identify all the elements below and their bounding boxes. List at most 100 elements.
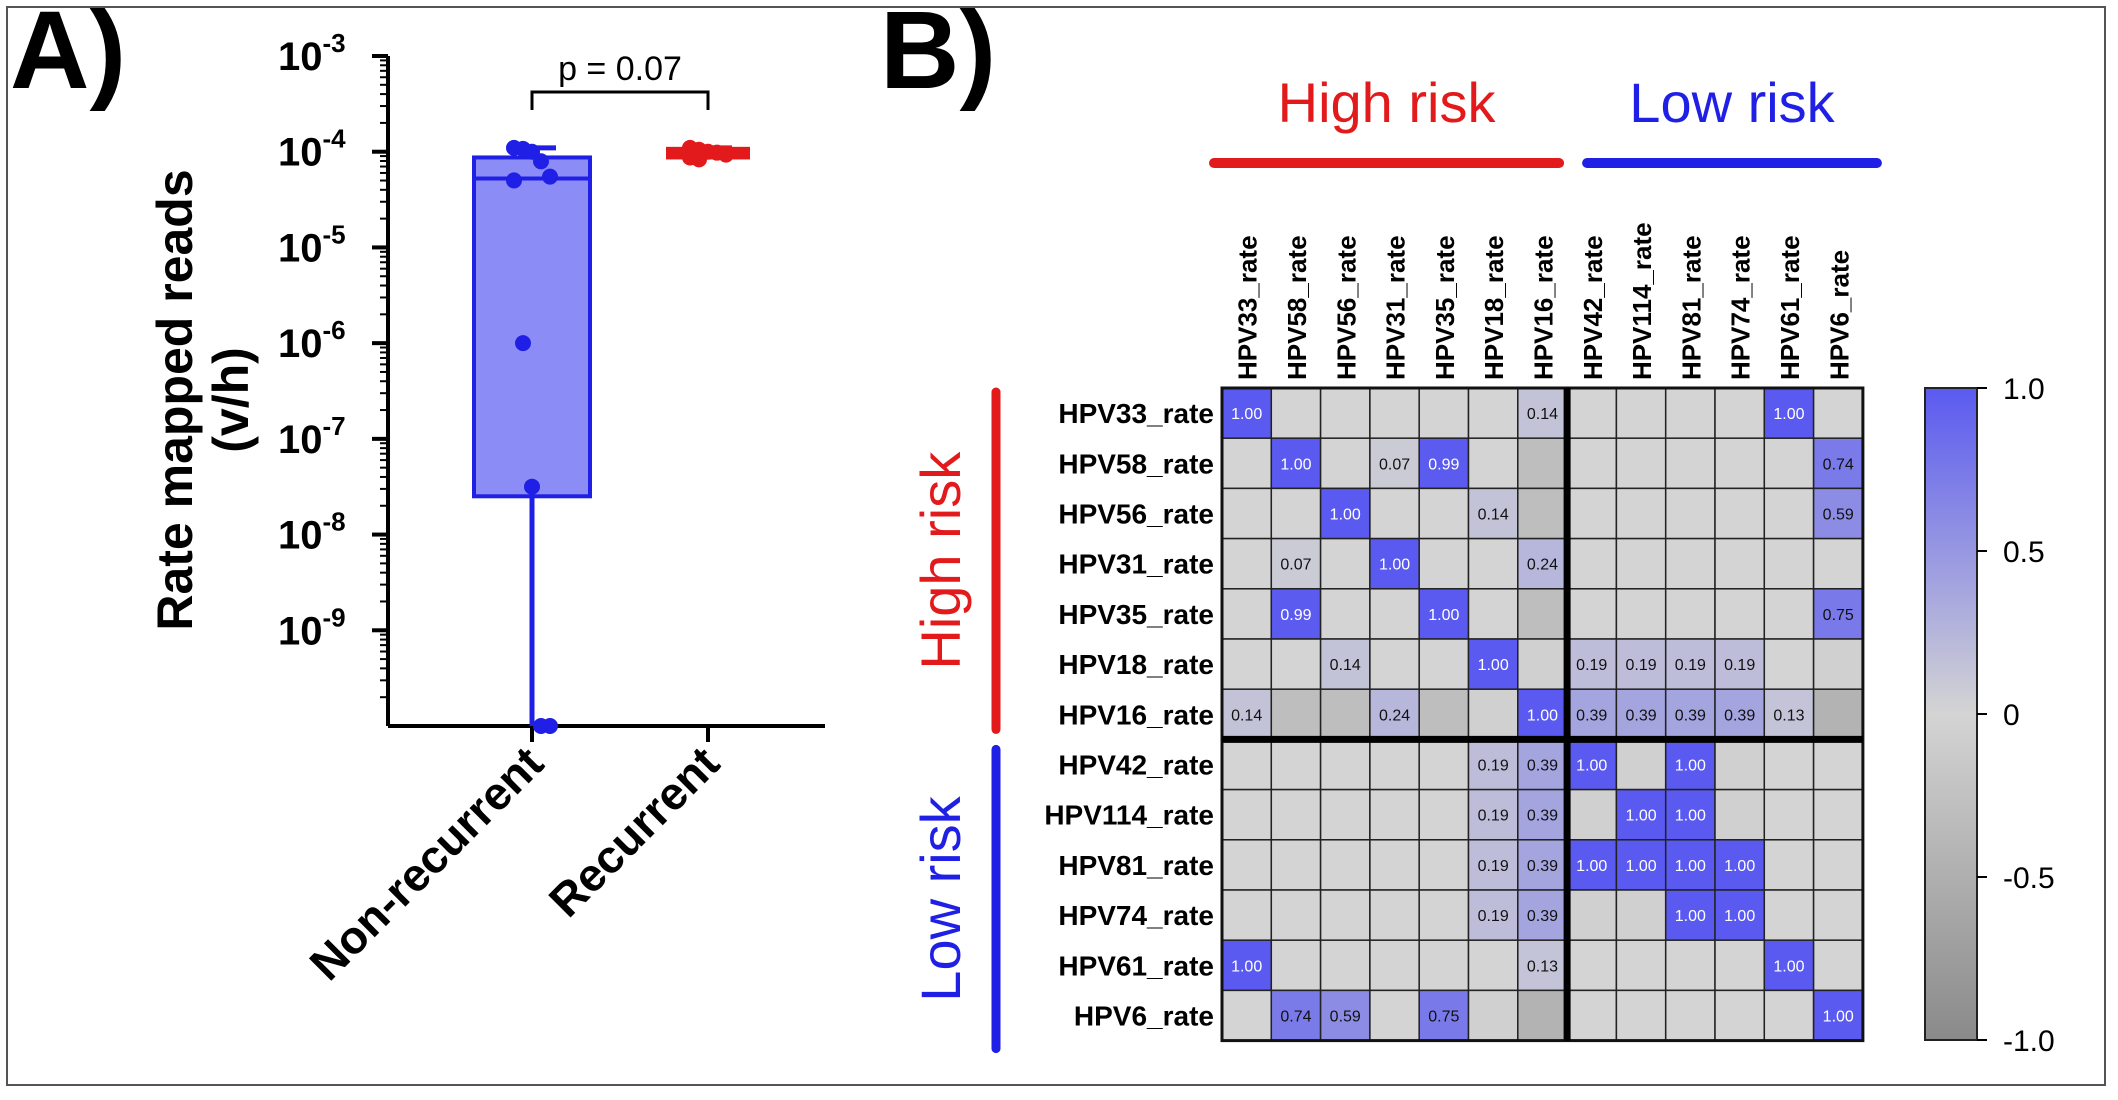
heatmap-cell [1467,588,1519,640]
cell-value-label: 1.00 [1428,607,1459,624]
heatmap-cell [1517,788,1568,841]
figure-frame [6,6,2106,1086]
heatmap-cell [1615,839,1667,891]
cell-value-label: 1.00 [1576,758,1607,775]
heatmap-cell [1714,588,1766,640]
heatmap-cell [1615,387,1667,439]
heatmap-cell [1319,839,1371,891]
heatmap-cell [1270,537,1322,590]
heatmap-cell [1369,588,1420,640]
heatmap-cell [1664,939,1716,992]
heatmap-cell [1714,989,1766,1042]
data-point [542,718,558,734]
colorbar-tick-label: 1.0 [2003,373,2045,406]
data-point [515,335,531,352]
column-label: HPV6_rate [1824,250,1854,380]
cell-value-label: 0.39 [1527,908,1558,925]
heatmap-cell [1517,487,1568,540]
heatmap-cell [1714,537,1766,590]
column-label: HPV61_rate [1775,235,1805,380]
heatmap-cell [1714,738,1766,791]
heatmap-cell [1763,638,1815,690]
column-label: HPV35_rate [1430,235,1460,380]
heatmap-cell [1664,638,1716,690]
colorbar-tick-label: -0.5 [2003,862,2055,895]
row-label: HPV31_rate [1058,549,1214,580]
heatmap-cell [1566,537,1618,590]
y-tick-label: 10-8 [278,507,346,558]
heatmap-cell [1418,788,1470,841]
x-category-label: Recurrent [539,736,729,926]
heatmap-cell [1763,738,1815,791]
box-plots [472,139,750,734]
heatmap-cell [1221,537,1273,590]
column-label: HPV58_rate [1282,235,1312,380]
heatmap-cell [1566,688,1618,741]
heatmap-cell [1664,688,1716,741]
heatmap-cell [1319,437,1371,490]
heatmap-cell [1369,889,1420,941]
cell-value-label: 0.07 [1280,557,1311,574]
heatmap-cell [1369,387,1420,439]
column-label: HPV18_rate [1479,235,1509,380]
heatmap-cell [1763,889,1815,941]
heatmap-cell [1467,537,1519,590]
heatmap-cell [1319,788,1371,841]
column-label: HPV33_rate [1233,235,1263,380]
y-tick-label: 10-6 [278,315,346,366]
panel-a: A) Rate mapped reads (v/h) 10-310-410-51… [10,0,825,990]
heatmap-cell [1270,387,1322,439]
row-label: HPV74_rate [1058,900,1214,931]
heatmap-cell [1221,788,1273,841]
heatmap-cell [1812,839,1864,891]
heatmap-cell [1369,939,1420,992]
cell-value-label: 0.19 [1675,657,1706,674]
cell-value-label: 1.00 [1675,758,1706,775]
cell-value-label: 0.07 [1379,456,1410,473]
row-label: HPV18_rate [1058,649,1214,680]
column-label: HPV56_rate [1331,235,1361,380]
heatmap-cell [1566,437,1618,490]
cell-value-label: 0.14 [1527,406,1558,423]
heatmap-cell [1418,487,1470,540]
heatmap-cell [1664,487,1716,540]
heatmap-cell [1418,688,1470,741]
heatmap-cell [1418,437,1470,490]
cell-value-label: 0.24 [1527,557,1558,574]
top-group-label: Low risk [1629,71,1835,134]
top-risk-groups: High risk Low risk [1209,71,1882,168]
heatmap-cell [1270,889,1322,941]
heatmap-cell [1369,839,1420,891]
heatmap-cell [1270,487,1322,540]
heatmap-cell [1319,939,1371,992]
cell-value-label: 1.00 [1231,958,1262,975]
cell-value-label: 0.19 [1724,657,1755,674]
row-label: HPV56_rate [1058,499,1214,530]
row-label: HPV42_rate [1058,750,1214,781]
data-point [533,153,549,170]
heatmap-cell [1714,788,1766,841]
heatmap-cell [1763,788,1815,841]
cell-value-label: 1.00 [1773,958,1804,975]
heatmap-cell [1714,387,1766,439]
significance-bracket: p = 0.07 [530,50,710,110]
cell-value-label: 1.00 [1625,808,1656,825]
heatmap-cell [1566,889,1618,941]
heatmap-cell [1467,738,1519,791]
heatmap-cell [1763,939,1815,992]
cell-value-label: 0.19 [1625,657,1656,674]
heatmap-cell [1566,989,1618,1042]
correlation-heatmap: 1.00 0.14 1.00 1.00 0.07 0.99 0.74 1.00 0.14 0.59… [1044,222,1865,1043]
cell-value-label: 1.00 [1675,858,1706,875]
row-label: HPV6_rate [1074,1001,1214,1032]
heatmap-cell [1221,437,1273,490]
heatmap-cell [1319,638,1371,690]
heatmap-cell [1418,638,1470,690]
heatmap-cell [1369,487,1420,540]
heatmap-cell [1369,638,1420,690]
row-label: HPV81_rate [1058,850,1214,881]
y-tick-label: 10-3 [278,28,346,79]
cell-value-label: 0.39 [1576,707,1607,724]
y-tick-label: 10-7 [278,411,346,462]
